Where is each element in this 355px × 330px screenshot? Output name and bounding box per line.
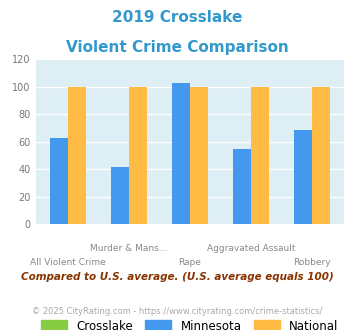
Text: All Violent Crime: All Violent Crime <box>30 258 106 267</box>
Bar <box>68 87 86 224</box>
Bar <box>251 87 269 224</box>
Text: Robbery: Robbery <box>293 258 331 267</box>
Text: Violent Crime Comparison: Violent Crime Comparison <box>66 40 289 54</box>
Text: © 2025 CityRating.com - https://www.cityrating.com/crime-statistics/: © 2025 CityRating.com - https://www.city… <box>32 307 323 316</box>
Text: 2019 Crosslake: 2019 Crosslake <box>112 10 243 25</box>
Bar <box>233 149 251 224</box>
Bar <box>312 87 330 224</box>
Text: Aggravated Assault: Aggravated Assault <box>207 244 295 253</box>
Text: Murder & Mans...: Murder & Mans... <box>90 244 168 253</box>
Text: Compared to U.S. average. (U.S. average equals 100): Compared to U.S. average. (U.S. average … <box>21 272 334 282</box>
Bar <box>190 87 208 224</box>
Legend: Crosslake, Minnesota, National: Crosslake, Minnesota, National <box>38 316 342 330</box>
Text: Rape: Rape <box>179 258 201 267</box>
Bar <box>50 138 68 224</box>
Bar <box>110 167 129 224</box>
Bar <box>171 83 190 224</box>
Bar <box>129 87 147 224</box>
Bar <box>294 129 312 224</box>
